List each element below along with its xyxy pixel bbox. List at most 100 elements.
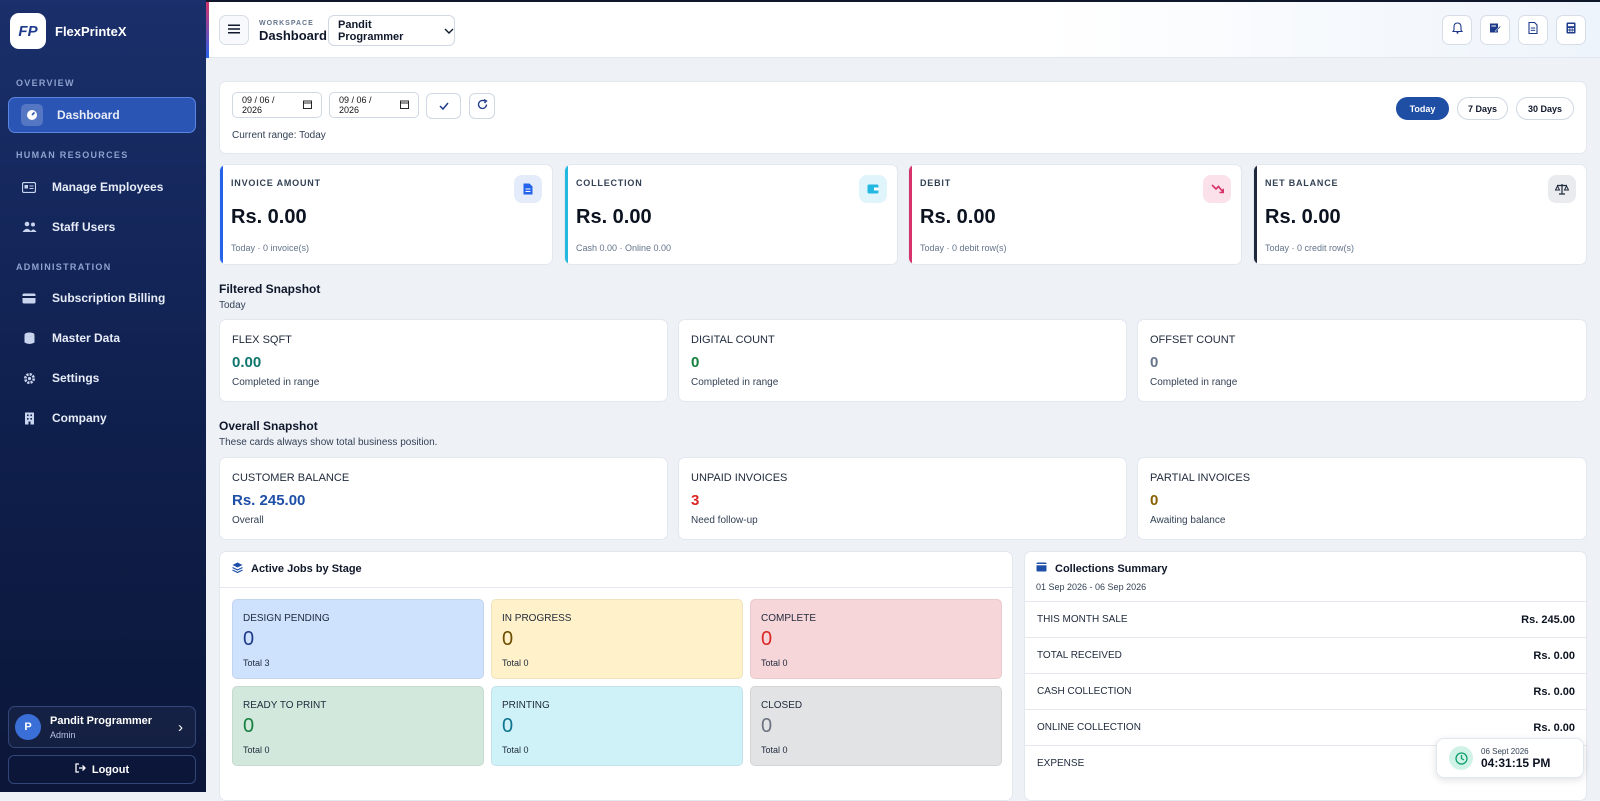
- collection-row-value: Rs. 0.00: [1533, 721, 1575, 734]
- snapshot-subtext: Overall: [232, 515, 264, 526]
- from-date-input[interactable]: 09 / 06 / 2026: [232, 92, 322, 118]
- snapshot-label: OFFSET COUNT: [1150, 334, 1236, 346]
- invoices-button[interactable]: [1518, 15, 1548, 45]
- sidebar-item-staff-users[interactable]: Staff Users: [8, 209, 196, 245]
- sidebar-item-label: Master Data: [52, 331, 121, 345]
- to-date-value: 09 / 06 / 2026: [339, 95, 372, 115]
- stage-label: IN PROGRESS: [502, 613, 572, 624]
- snapshot-value: 0: [691, 354, 700, 371]
- sidebar-item-subscription-billing[interactable]: Subscription Billing: [8, 280, 196, 316]
- kpi-net-balance: NET BALANCE Rs. 0.00 Today · 0 credit ro…: [1253, 164, 1587, 265]
- sidebar-item-label: Settings: [52, 371, 100, 385]
- stage-value: 0: [761, 715, 773, 737]
- snapshot-partial-invoices: PARTIAL INVOICES 0 Awaiting balance: [1137, 457, 1587, 540]
- sidebar-item-label: Dashboard: [57, 108, 120, 122]
- apply-filter-button[interactable]: [426, 93, 461, 119]
- sidebar-item-settings[interactable]: Settings: [8, 360, 196, 396]
- filtered-snapshot-subtitle: Today: [219, 300, 246, 311]
- logout-label: Logout: [91, 763, 130, 776]
- collection-row-expense: EXPENSE: [1025, 745, 1586, 781]
- trend-down-icon: [1203, 175, 1231, 203]
- gear-icon: [20, 369, 38, 387]
- collection-row-label: THIS MONTH SALE: [1037, 614, 1128, 625]
- stage-value: 0: [243, 628, 255, 650]
- kpi-value: Rs. 0.00: [231, 206, 307, 228]
- stage-label: COMPLETE: [761, 613, 817, 624]
- collection-row-online-collection: ONLINE COLLECTION Rs. 0.00: [1025, 709, 1586, 745]
- overall-snapshot-subtitle: These cards always show total business p…: [219, 437, 438, 448]
- kpi-subtext: Today · 0 invoice(s): [231, 243, 310, 253]
- notifications-button[interactable]: [1442, 15, 1472, 45]
- edit-note-icon: [1489, 21, 1502, 39]
- snapshot-unpaid-invoices: UNPAID INVOICES 3 Need follow-up: [678, 457, 1127, 540]
- credit-card-icon: [20, 289, 38, 307]
- snapshot-value: 0: [1150, 354, 1159, 371]
- logout-button[interactable]: Logout: [8, 755, 196, 784]
- snapshot-subtext: Awaiting balance: [1150, 515, 1226, 526]
- preset-30-days[interactable]: 30 Days: [1516, 97, 1574, 120]
- sidebar-item-label: Company: [52, 411, 107, 425]
- clock-icon: [1449, 746, 1473, 770]
- stage-total: Total 0: [761, 745, 788, 755]
- active-jobs-title: Active Jobs by Stage: [251, 563, 362, 575]
- stage-ready-to-print[interactable]: READY TO PRINT 0 Total 0: [232, 686, 484, 766]
- snapshot-offset-count: OFFSET COUNT 0 Completed in range: [1137, 319, 1587, 402]
- refresh-button[interactable]: [469, 93, 495, 119]
- sidebar-item-dashboard[interactable]: Dashboard: [8, 97, 196, 133]
- snapshot-label: FLEX SQFT: [232, 334, 292, 346]
- snapshot-label: UNPAID INVOICES: [691, 472, 788, 484]
- menu-toggle-button[interactable]: [219, 15, 249, 45]
- snapshot-subtext: Completed in range: [232, 377, 320, 388]
- preset-today[interactable]: Today: [1396, 97, 1449, 120]
- workspace-select[interactable]: Pandit Programmer: [328, 15, 455, 46]
- snapshot-value: 0: [1150, 492, 1159, 509]
- to-date-input[interactable]: 09 / 06 / 2026: [329, 92, 419, 118]
- sidebar-item-company[interactable]: Company: [8, 400, 196, 436]
- sidebar-section-human-resources: HUMAN RESOURCES: [16, 150, 129, 160]
- snapshot-value: 3: [691, 492, 700, 509]
- new-entry-button[interactable]: [1480, 15, 1510, 45]
- snapshot-subtext: Completed in range: [691, 377, 779, 388]
- sidebar-item-label: Subscription Billing: [52, 291, 166, 305]
- sidebar-item-master-data[interactable]: Master Data: [8, 320, 196, 356]
- stage-label: PRINTING: [502, 700, 550, 711]
- kpi-label: DEBIT: [920, 178, 951, 188]
- hamburger-icon: [228, 21, 240, 39]
- clock-date: 06 Sept 2026: [1481, 746, 1529, 756]
- calendar-icon: [400, 100, 409, 111]
- calculator-button[interactable]: [1556, 15, 1586, 45]
- brand[interactable]: FP FlexPrinteX: [10, 13, 127, 49]
- sidebar-section-administration: ADMINISTRATION: [16, 262, 112, 272]
- preset-7-days[interactable]: 7 Days: [1457, 97, 1508, 120]
- workspace-label: WORKSPACE: [259, 20, 314, 27]
- user-name: Pandit Programmer: [50, 714, 153, 727]
- user-profile-card[interactable]: P Pandit Programmer Admin ›: [8, 706, 196, 748]
- stage-value: 0: [502, 628, 514, 650]
- filtered-snapshot-title: Filtered Snapshot: [219, 282, 321, 296]
- kpi-label: NET BALANCE: [1265, 178, 1339, 188]
- stage-printing[interactable]: PRINTING 0 Total 0: [491, 686, 743, 766]
- kpi-label: COLLECTION: [576, 178, 643, 188]
- collections-header: Collections Summary: [1036, 562, 1167, 575]
- check-icon: [438, 97, 449, 115]
- topbar: WORKSPACE Dashboard Pandit Programmer: [206, 2, 1600, 58]
- divider: [220, 587, 1012, 588]
- kpi-subtext: Today · 0 credit row(s): [1265, 243, 1355, 253]
- active-jobs-header: Active Jobs by Stage: [232, 562, 362, 576]
- app-logo: FP: [10, 13, 46, 49]
- calculator-icon: [1566, 21, 1576, 39]
- collection-row-label: EXPENSE: [1037, 758, 1085, 769]
- stage-design-pending[interactable]: DESIGN PENDING 0 Total 3: [232, 599, 484, 679]
- collection-row-value: Rs. 0.00: [1533, 685, 1575, 698]
- kpi-debit: DEBIT Rs. 0.00 Today · 0 debit row(s): [908, 164, 1242, 265]
- document-icon: [1528, 21, 1538, 39]
- stage-in-progress[interactable]: IN PROGRESS 0 Total 0: [491, 599, 743, 679]
- stage-complete[interactable]: COMPLETE 0 Total 0: [750, 599, 1002, 679]
- clock-widget: 06 Sept 2026 04:31:15 PM: [1436, 738, 1584, 778]
- clock-time: 04:31:15 PM: [1481, 755, 1551, 770]
- sidebar-item-manage-employees[interactable]: Manage Employees: [8, 169, 196, 205]
- stage-total: Total 0: [761, 658, 788, 668]
- chevron-down-icon: [444, 25, 454, 37]
- calendar-icon: [303, 100, 312, 111]
- stage-closed[interactable]: CLOSED 0 Total 0: [750, 686, 1002, 766]
